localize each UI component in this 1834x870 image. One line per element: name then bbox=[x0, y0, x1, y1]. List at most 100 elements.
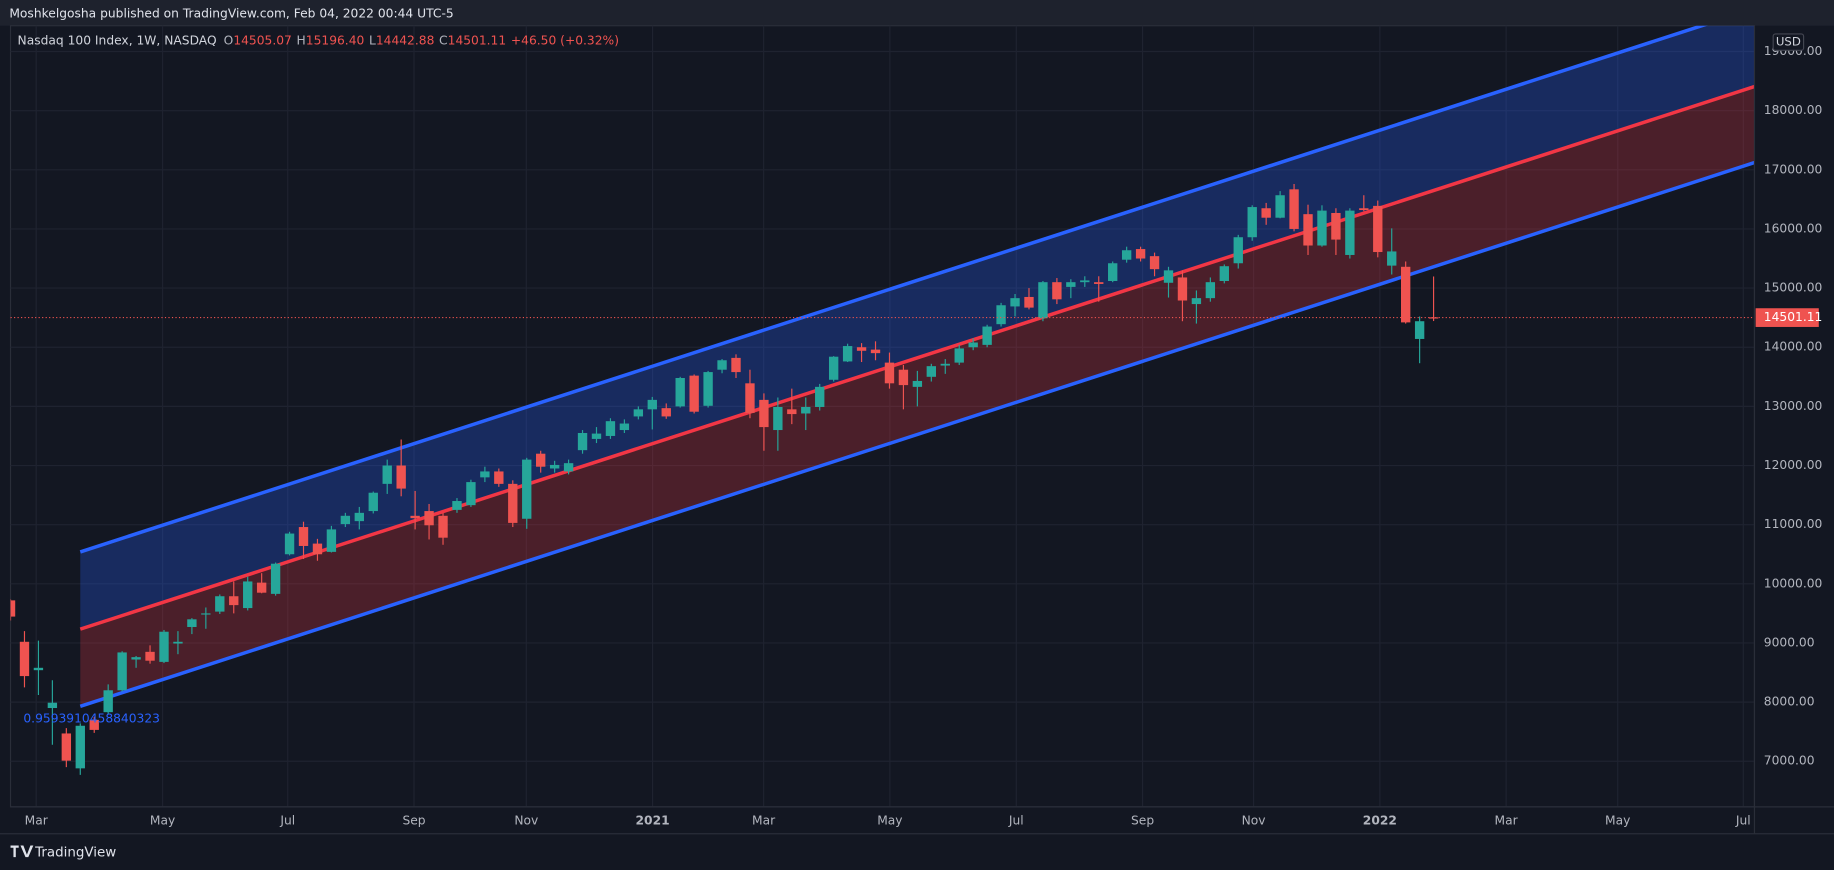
grid bbox=[10, 25, 1755, 807]
candle-body bbox=[508, 483, 518, 523]
legend-key: O bbox=[224, 33, 234, 47]
x-tick-label: Nov bbox=[514, 813, 538, 827]
candle-body bbox=[438, 515, 448, 538]
candle-body bbox=[1010, 298, 1020, 307]
candle-body bbox=[10, 600, 16, 617]
candle-body bbox=[89, 719, 99, 730]
y-tick-label: 10000.00 bbox=[1764, 576, 1823, 590]
candle-body bbox=[577, 432, 588, 451]
candle-body bbox=[1052, 282, 1062, 300]
candle-body bbox=[1414, 321, 1425, 339]
candle-body bbox=[870, 349, 881, 354]
candle-body bbox=[410, 515, 420, 519]
candle-body bbox=[1066, 282, 1076, 287]
legend-change: +46.50 (+0.32%) bbox=[511, 33, 619, 47]
x-tick-label: Nov bbox=[1242, 813, 1266, 827]
candle-body bbox=[1094, 282, 1104, 284]
candle-body bbox=[801, 406, 811, 414]
candle-body bbox=[187, 619, 197, 627]
candle-body bbox=[424, 511, 434, 526]
candle-body bbox=[828, 356, 839, 380]
candle-body bbox=[270, 563, 281, 594]
candle-body bbox=[522, 459, 532, 519]
legend-key: H bbox=[297, 33, 306, 47]
candle-body bbox=[1163, 270, 1174, 283]
candle-body bbox=[312, 543, 323, 555]
plot bbox=[10, 25, 1755, 775]
footer bbox=[0, 833, 1834, 870]
y-tick-label: 12000.00 bbox=[1764, 458, 1823, 472]
y-tick-label: 7000.00 bbox=[1764, 754, 1815, 768]
legend-key: L bbox=[369, 33, 376, 47]
candle-body bbox=[1317, 210, 1327, 246]
candle-body bbox=[1191, 298, 1202, 305]
candle-body bbox=[33, 667, 44, 671]
candle-body bbox=[452, 501, 462, 510]
candle-body bbox=[1247, 207, 1257, 238]
candle-body bbox=[968, 342, 978, 348]
last-price-tag bbox=[1755, 308, 1819, 327]
candle-body bbox=[787, 409, 797, 415]
channel-lower-line bbox=[79, 160, 1755, 708]
candle-body bbox=[926, 366, 937, 377]
candle-body bbox=[675, 377, 685, 407]
legend-value: 15196.40 bbox=[306, 33, 365, 47]
candle-body bbox=[354, 512, 364, 522]
candle-body bbox=[689, 375, 699, 412]
candle-body bbox=[717, 360, 727, 370]
candle-body bbox=[884, 362, 895, 384]
candle-body bbox=[605, 421, 616, 436]
channel-annotation: 0.9593910458840323 bbox=[23, 712, 160, 726]
x-tick-label: Jul bbox=[1008, 813, 1024, 827]
candle-body bbox=[1303, 214, 1313, 246]
candle-body bbox=[396, 465, 406, 489]
currency-label: USD bbox=[1776, 35, 1801, 49]
candle-body bbox=[647, 399, 657, 410]
candle-body bbox=[1177, 277, 1188, 301]
y-tick-label: 17000.00 bbox=[1764, 162, 1823, 176]
plot-area bbox=[9, 25, 1756, 808]
candle-body bbox=[1387, 251, 1397, 266]
candle-body bbox=[103, 690, 113, 713]
x-tick-label: Mar bbox=[25, 813, 49, 827]
candle-body bbox=[131, 657, 141, 660]
candle-body bbox=[173, 641, 183, 644]
candle-body bbox=[1108, 263, 1118, 281]
candle-body bbox=[842, 346, 853, 362]
candle-body bbox=[1345, 210, 1355, 255]
legend-symbol: Nasdaq 100 Index, 1W, NASDAQ bbox=[18, 33, 217, 47]
y-tick-label: 16000.00 bbox=[1764, 221, 1823, 235]
candle-body bbox=[759, 399, 769, 428]
candle-body bbox=[563, 463, 574, 472]
candle-body bbox=[480, 471, 490, 478]
x-tick-label: Mar bbox=[1495, 813, 1519, 827]
candle-body bbox=[549, 464, 560, 469]
candle-body bbox=[284, 533, 295, 555]
candle-body bbox=[1261, 208, 1271, 218]
candle-body bbox=[996, 305, 1006, 325]
candle-body bbox=[243, 581, 253, 609]
x-tick-label: May bbox=[1605, 813, 1630, 827]
legend-key: C bbox=[439, 33, 448, 47]
brand-name: TradingView bbox=[34, 845, 116, 860]
top-bar bbox=[0, 0, 1834, 26]
candle-body bbox=[1331, 212, 1341, 240]
candle-body bbox=[382, 465, 392, 484]
candle-body bbox=[773, 406, 783, 431]
x-tick-label: 2022 bbox=[1363, 813, 1397, 827]
y-tick-label: 9000.00 bbox=[1764, 635, 1815, 649]
candle-body bbox=[1135, 249, 1146, 259]
candle-body bbox=[1359, 208, 1369, 211]
candle-body bbox=[731, 357, 741, 373]
candle-body bbox=[940, 363, 950, 366]
candle-body bbox=[591, 433, 602, 439]
currency-box bbox=[1772, 33, 1805, 51]
publisher-line: Moshkelgosha published on TradingView.co… bbox=[9, 7, 453, 21]
legend-value: 14442.88 bbox=[376, 33, 435, 47]
candle-body bbox=[856, 347, 867, 351]
candle-body bbox=[619, 423, 630, 431]
candle-body bbox=[494, 471, 504, 484]
brand-logo bbox=[10, 845, 34, 858]
